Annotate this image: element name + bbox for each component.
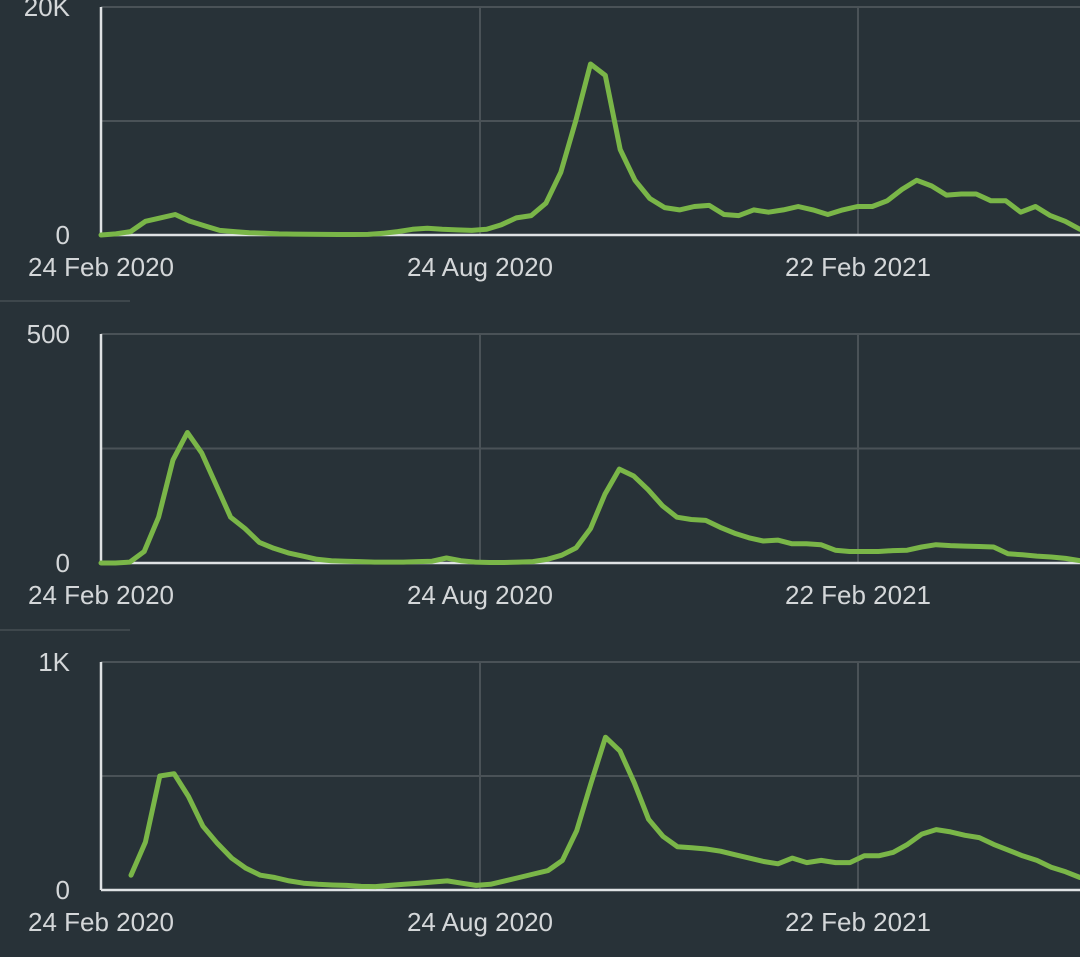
chart-panel-2: 0 500 24 Feb 2020 24 Aug 2020 22 Feb 2021 <box>27 319 1080 610</box>
series-line <box>98 430 1080 566</box>
x-tick-label: 24 Aug 2020 <box>407 907 553 937</box>
y-tick-label: 0 <box>56 875 70 905</box>
x-tick-label: 24 Aug 2020 <box>407 252 553 282</box>
series-line <box>128 734 1080 890</box>
y-tick-label: 0 <box>56 548 70 578</box>
x-tick-label: 22 Feb 2021 <box>785 907 931 937</box>
y-tick-label: 500 <box>27 319 70 349</box>
chart-panel-1: 0 20K 24 Feb 2020 24 Aug 2020 22 Feb 2021 <box>24 0 1080 282</box>
y-tick-label: 0 <box>56 220 70 250</box>
x-tick-label: 24 Feb 2020 <box>28 252 174 282</box>
chart-panel-3: 0 1K 24 Feb 2020 24 Aug 2020 22 Feb 2021 <box>28 647 1080 937</box>
x-tick-label: 22 Feb 2021 <box>785 252 931 282</box>
series-line <box>98 61 1080 238</box>
x-tick-label: 24 Feb 2020 <box>28 907 174 937</box>
x-tick-label: 24 Feb 2020 <box>28 580 174 610</box>
y-tick-label: 20K <box>24 0 71 22</box>
x-tick-label: 24 Aug 2020 <box>407 580 553 610</box>
y-tick-label: 1K <box>38 647 70 677</box>
x-tick-label: 22 Feb 2021 <box>785 580 931 610</box>
